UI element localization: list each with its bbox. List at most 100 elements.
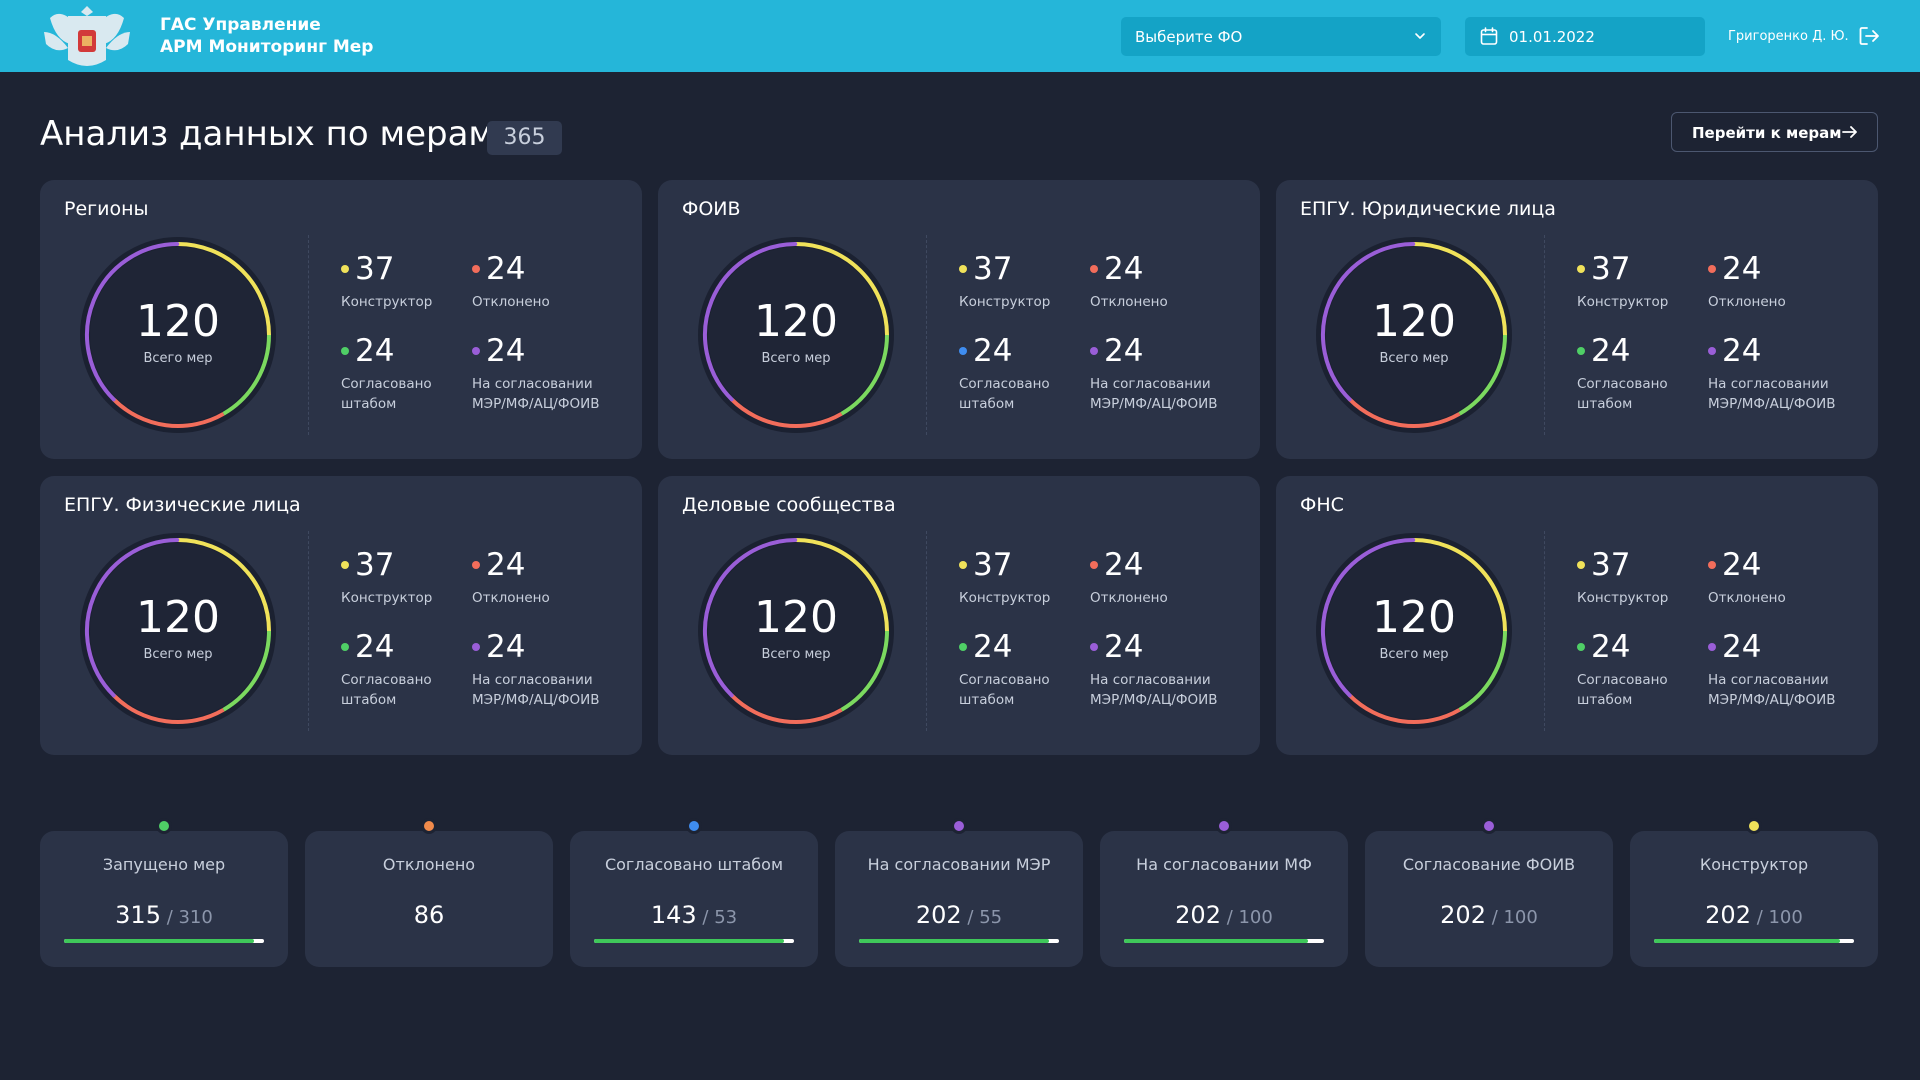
gauge-arc-pending [702,242,798,402]
tile-total-value: 53 [714,907,738,928]
tile-progress-fill [64,939,254,943]
stat-value: 37 [355,547,395,583]
status-dot-icon [959,265,967,273]
stat-label: Согласовано штабом [341,374,432,414]
gauge-arc-pending [1320,538,1416,698]
stat-label-line: штабом [1577,396,1633,412]
stat-value: 24 [1722,547,1762,583]
category-card[interactable]: ФНС 120 Всего мер 37 Конструктор 24 Откло… [1276,476,1878,755]
category-card[interactable]: ЕПГУ. Физические лица 120 Всего мер 37 Ко… [40,476,642,755]
card-title: ЕПГУ. Юридические лица [1300,198,1556,220]
gauge-arc-approved [222,630,271,712]
stat-value: 24 [355,629,395,665]
stat-label-line: На согласовании [1708,376,1829,392]
tile-progress-bar [1124,939,1324,943]
status-dot-icon [1577,265,1585,273]
tile-label: Конструктор [1699,855,1809,874]
gauge-arc-rejected [112,693,225,725]
stat-label: Согласовано штабом [341,670,432,710]
category-card[interactable]: Регионы 120 Всего мер 37 Конструктор 24 О… [40,180,642,459]
total-measures-badge: 365 [487,121,562,155]
card-title: ФОИВ [682,198,741,220]
tile-progress-fill [594,939,784,943]
stat-label-line: Отклонено [1708,590,1786,606]
stat-value: 24 [1722,629,1762,665]
status-tile[interactable]: Запущено мер 315 / 310 [40,818,288,967]
date-picker[interactable]: 01.01.2022 [1465,17,1705,56]
goto-measures-button[interactable]: Перейти к мерам [1671,112,1878,152]
tile-label: На согласовании МФ [1136,855,1312,874]
stat-label-line: Конструктор [1577,294,1669,310]
stat-label: На согласовании МЭР/МФ/АЦ/ФОИВ [472,374,599,414]
card-title: ЕПГУ. Физические лица [64,494,301,516]
stat-label: На согласовании МЭР/МФ/АЦ/ФОИВ [472,670,599,710]
stat-label-line: Отклонено [1708,294,1786,310]
stat-label-line: На согласовании [472,376,593,392]
chevron-down-icon [1415,33,1425,39]
card-divider [1544,531,1545,731]
tile-total-value: 100 [1238,907,1273,928]
tile-count: 202 [915,901,962,929]
stat-label-line: Конструктор [959,590,1051,606]
status-dot-icon [1577,347,1585,355]
tile-count: 86 [413,901,445,929]
status-dot-icon [1577,643,1585,651]
stat-value: 24 [486,251,526,287]
status-dot-icon [1216,818,1232,834]
status-dot-icon [1708,561,1716,569]
tile-progress-bar [594,939,794,943]
gauge-face [708,543,884,719]
gauge-total-label: Всего мер [761,647,831,662]
tile-value: 202 / 100 [1630,901,1878,929]
status-dot-icon [1090,643,1098,651]
stat-label-line: Отклонено [1090,590,1168,606]
status-tile[interactable]: На согласовании МФ 202 / 100 [1100,818,1348,967]
page-title: Анализ данных по мерам [40,114,495,154]
status-tile[interactable]: Конструктор 202 / 100 [1630,818,1878,967]
coat-of-arms-logo [44,6,130,66]
stat-label: Конструктор [1577,588,1668,608]
stat-label: На согласовании МЭР/МФ/АЦ/ФОИВ [1708,670,1835,710]
category-card[interactable]: Деловые сообщества 120 Всего мер 37 Конст… [658,476,1260,755]
fo-select[interactable]: Выберите ФО [1121,17,1441,56]
tile-count: 143 [650,901,697,929]
gauge-face [1326,543,1502,719]
status-dot-icon [472,265,480,273]
tile-count: 202 [1175,901,1221,929]
status-dot-icon [341,643,349,651]
logout-icon[interactable] [1858,25,1880,47]
gauge-total-label: Всего мер [1379,647,1449,662]
tile-total: / 100 [1750,907,1803,928]
tile-total-value: 55 [979,907,1003,928]
card-divider [308,531,309,731]
tile-total-value: 100 [1503,907,1538,928]
tile-value: 202 / 100 [1365,901,1613,929]
gauge-arc-konstruktor [1412,538,1507,633]
stat-value: 37 [973,251,1013,287]
card-title: ФНС [1300,494,1344,516]
status-dot-icon [1746,818,1762,834]
status-tile[interactable]: Согласование ФОИВ 202 / 100 [1365,818,1613,967]
card-divider [926,531,927,731]
category-card[interactable]: ЕПГУ. Юридические лица 120 Всего мер 37 К… [1276,180,1878,459]
gauge-total-label: Всего мер [143,647,213,662]
gauge-arc-approved [840,630,889,712]
tile-label: Запущено мер [102,855,226,874]
status-tile[interactable]: Отклонено 86 [305,818,553,967]
gauge-arc-konstruktor [1412,242,1507,337]
stat-label-line: МЭР/МФ/АЦ/ФОИВ [472,692,600,708]
stat-label-line: штабом [959,692,1015,708]
stat-label: Отклонено [1708,292,1786,312]
gauge-total: 120 [754,296,838,347]
stat-label-line: Конструктор [1577,590,1669,606]
stat-label-line: Отклонено [1090,294,1168,310]
tile-progress-bar [64,939,264,943]
status-dot-icon [951,818,967,834]
category-card[interactable]: ФОИВ 120 Всего мер 37 Конструктор 24 Откл… [658,180,1260,459]
stat-label-line: Согласовано [1577,376,1668,392]
status-tile[interactable]: Согласовано штабом 143 / 53 [570,818,818,967]
card-title: Регионы [64,198,149,220]
status-tile[interactable]: На согласовании МЭР 202 / 55 [835,818,1083,967]
gauge-arc-konstruktor [176,538,271,633]
status-dot-icon [686,818,702,834]
